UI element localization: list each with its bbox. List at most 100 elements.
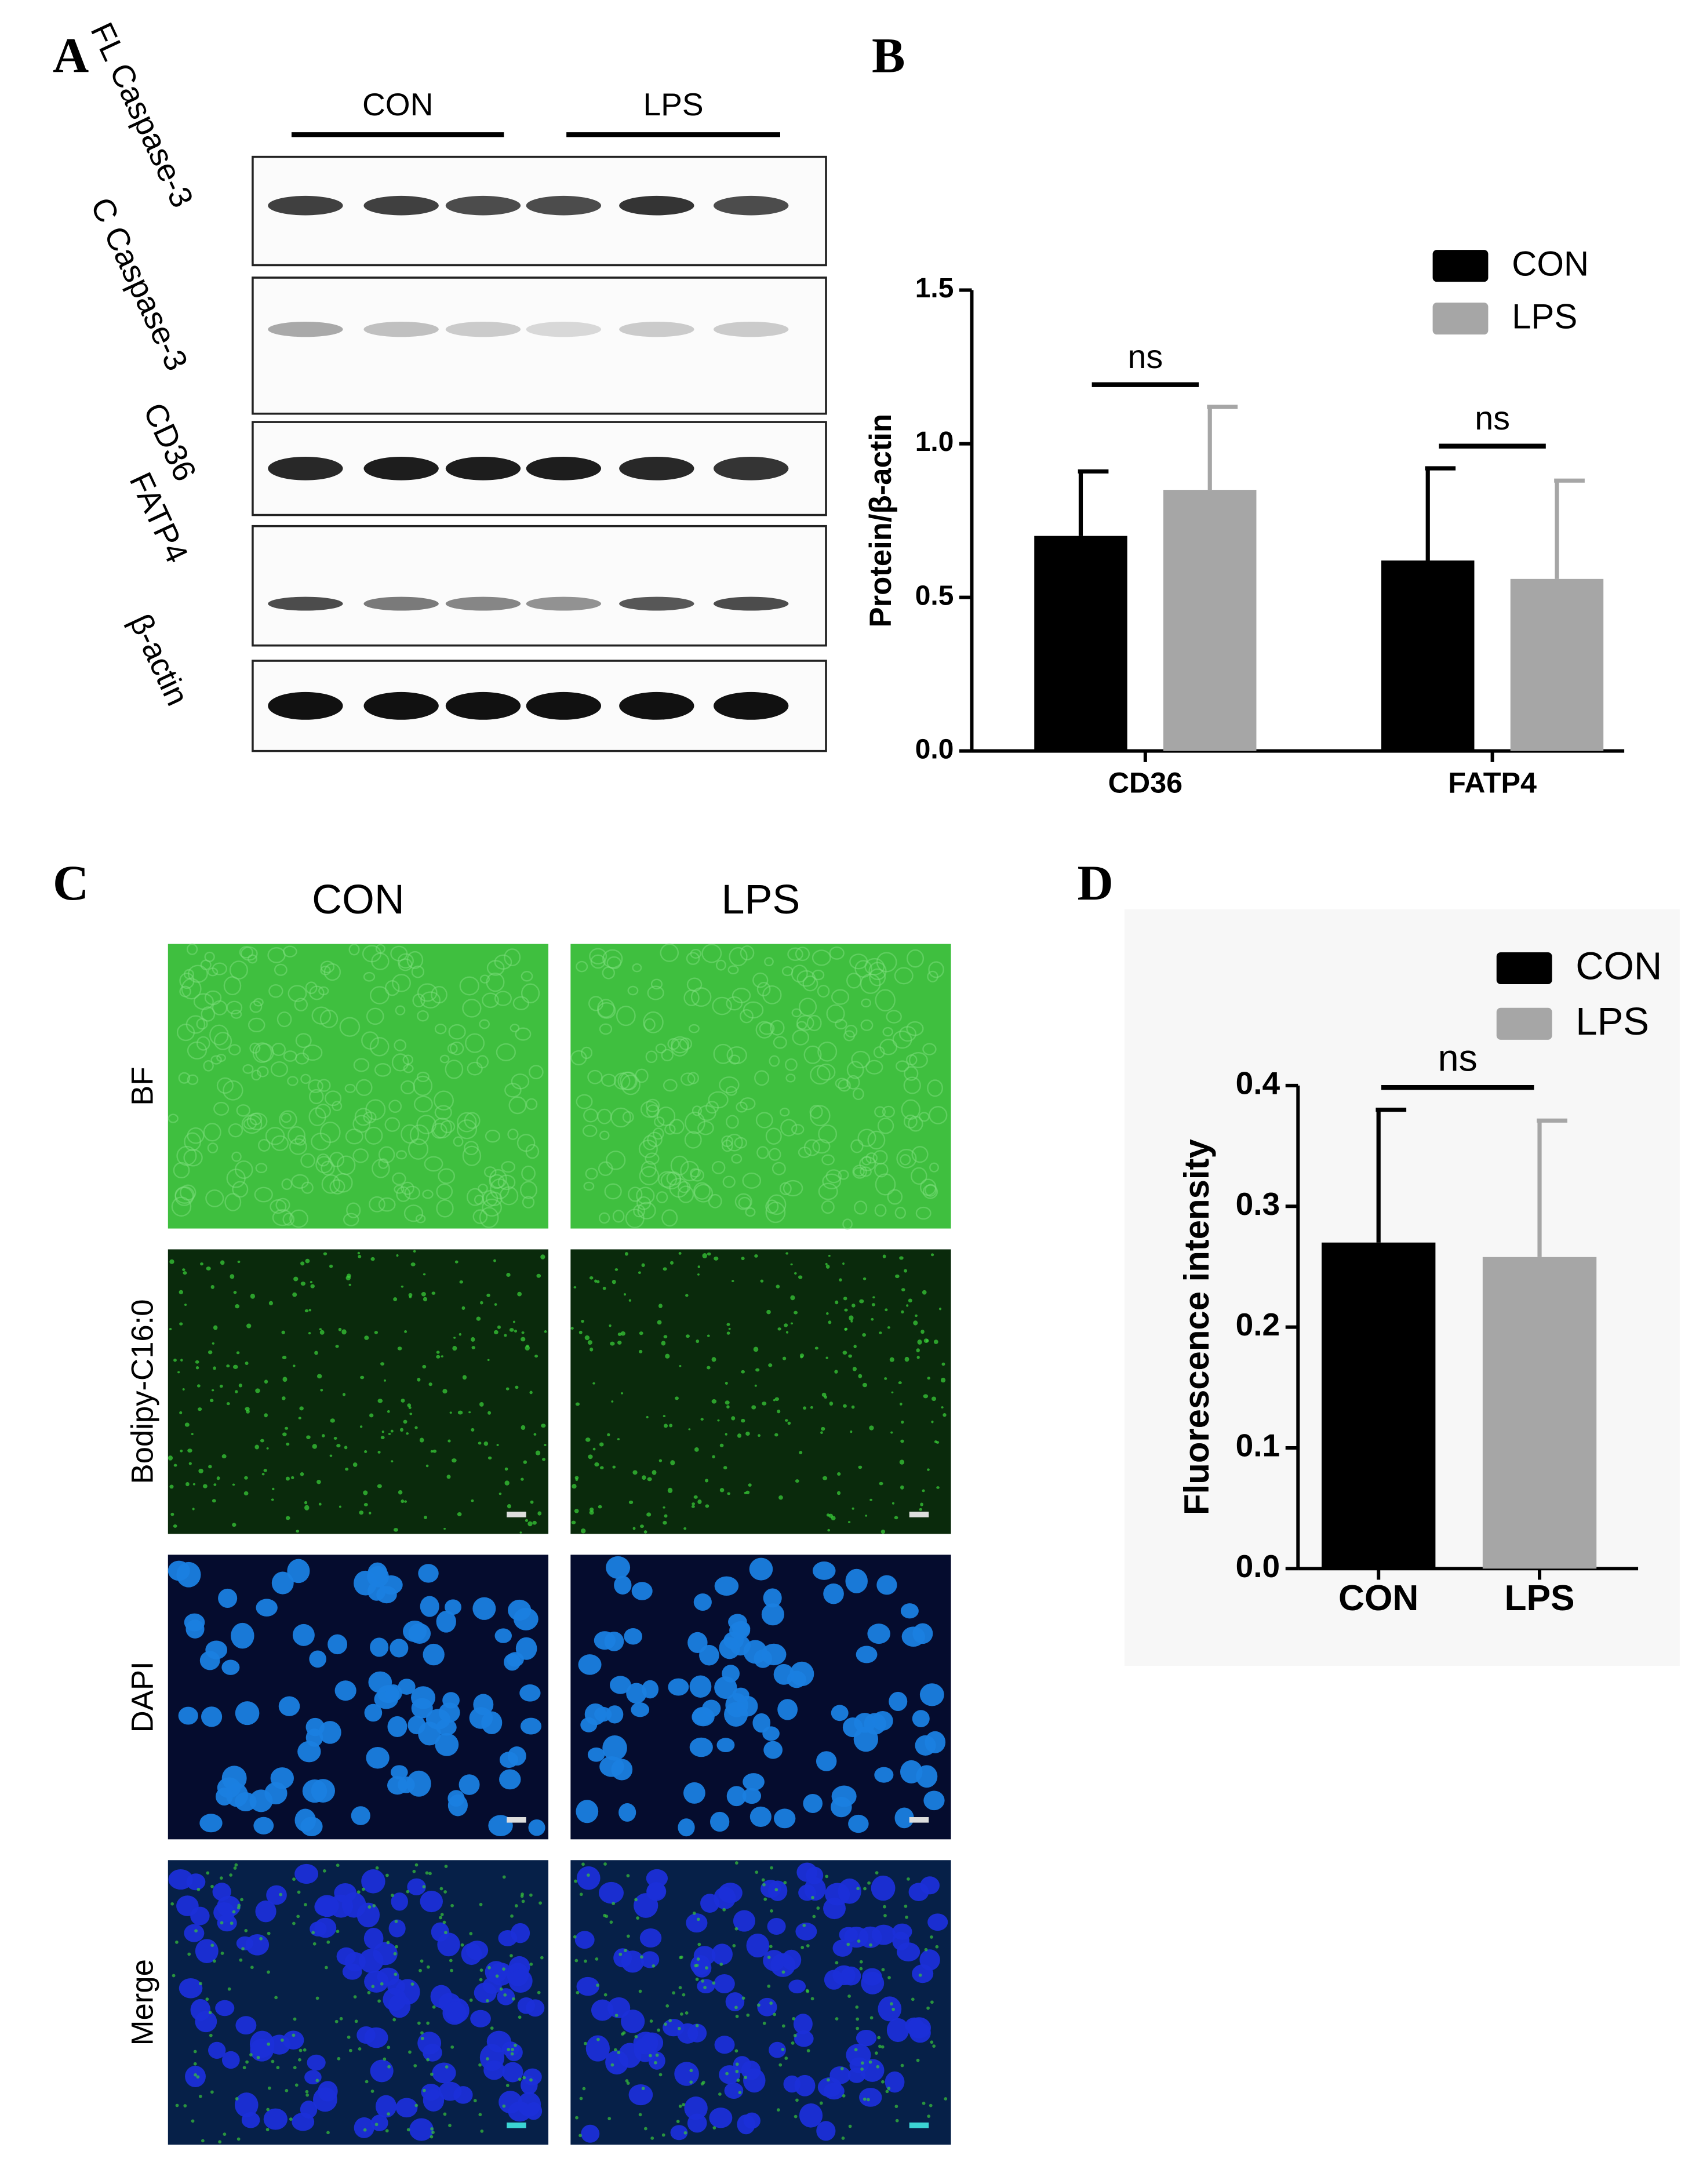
cell: [502, 2062, 523, 2083]
cell: [901, 1099, 920, 1120]
cell: [576, 1094, 593, 1109]
cell: [508, 1599, 532, 1621]
cell: [302, 1779, 328, 1803]
cell: [248, 954, 257, 964]
cell: [886, 1010, 902, 1024]
cell: [300, 1073, 311, 1084]
cell: [436, 1351, 440, 1354]
lipid: [613, 2048, 617, 2052]
lipid: [705, 1966, 708, 1970]
y-tick-label: 0.4: [1236, 1065, 1280, 1101]
cell: [522, 1196, 535, 1209]
cell: [725, 1693, 748, 1717]
lipid: [863, 1887, 867, 1891]
cell: [718, 1883, 743, 1903]
cell: [359, 1510, 364, 1515]
cell: [663, 1079, 678, 1092]
lipid: [210, 1884, 214, 1888]
lipid: [800, 1946, 805, 1949]
cell: [714, 2036, 735, 2054]
cell: [431, 1922, 449, 1942]
lipid: [869, 1943, 872, 1947]
cell: [725, 1381, 728, 1385]
cell: [612, 1210, 625, 1223]
cell: [423, 1297, 428, 1302]
cell: [461, 1306, 465, 1310]
cell: [876, 952, 897, 973]
cell: [748, 1483, 752, 1487]
cell: [872, 1150, 888, 1165]
cell: [606, 1151, 626, 1170]
cell: [501, 1161, 515, 1173]
cell: [305, 1717, 325, 1737]
cell: [233, 1291, 237, 1294]
lipid: [806, 1989, 810, 1993]
cell: [803, 1045, 822, 1064]
cell: [806, 1014, 822, 1032]
cell: [663, 1267, 667, 1271]
band: [268, 195, 343, 216]
lipid: [213, 1959, 216, 1963]
lipid: [392, 2018, 396, 2022]
cell: [294, 998, 308, 1011]
cell: [205, 1189, 224, 1207]
cell: [196, 1036, 210, 1051]
micrograph: [168, 944, 549, 1229]
cell: [639, 1331, 643, 1335]
lipid: [325, 1965, 328, 1970]
cell: [417, 1010, 429, 1022]
lipid: [383, 2057, 387, 2061]
cell: [641, 1263, 645, 1267]
cell: [920, 1330, 925, 1334]
cell: [916, 1348, 920, 1353]
lipid: [443, 1890, 447, 1894]
cell: [725, 1086, 737, 1096]
lipid: [199, 1982, 202, 1986]
cell: [464, 1141, 479, 1156]
cell: [823, 1583, 844, 1604]
cell: [912, 1710, 930, 1727]
cell: [535, 1450, 541, 1455]
cell: [871, 1317, 874, 1321]
cell: [853, 1167, 865, 1177]
cell: [852, 1507, 854, 1510]
cell: [296, 1530, 300, 1533]
cell: [862, 1382, 868, 1388]
lipid: [855, 2005, 859, 2009]
cell: [195, 1366, 199, 1370]
cell: [901, 1626, 925, 1647]
lipid: [916, 2058, 920, 2062]
cell: [510, 1024, 520, 1033]
lipid: [210, 2090, 214, 2094]
cell: [234, 2092, 259, 2117]
cell: [709, 2107, 733, 2128]
cell: [388, 1100, 402, 1113]
cell: [907, 949, 925, 968]
cell: [941, 1362, 945, 1366]
cell: [885, 1308, 888, 1312]
cell: [646, 1869, 668, 1888]
cell: [298, 1417, 301, 1419]
lipid: [695, 2023, 699, 2028]
lipid: [439, 1887, 443, 1891]
cell: [377, 1451, 381, 1454]
lipid: [197, 1887, 201, 1891]
lipid: [469, 1999, 473, 2002]
cell: [837, 1472, 841, 1476]
cell: [221, 1659, 240, 1675]
cell: [606, 1705, 624, 1724]
cell: [418, 1564, 439, 1583]
cell: [865, 1060, 883, 1075]
cell: [257, 1139, 271, 1152]
lipid: [372, 1904, 376, 1908]
cell: [763, 1588, 782, 1608]
cell: [254, 1186, 273, 1203]
cell: [708, 1193, 722, 1209]
cell: [763, 1741, 783, 1759]
cell: [829, 946, 845, 960]
cell: [293, 1276, 299, 1282]
y-tick-label: 0.0: [1236, 1548, 1280, 1584]
cell: [391, 1053, 409, 1072]
lipid: [696, 1957, 700, 1961]
cell: [403, 1204, 424, 1222]
